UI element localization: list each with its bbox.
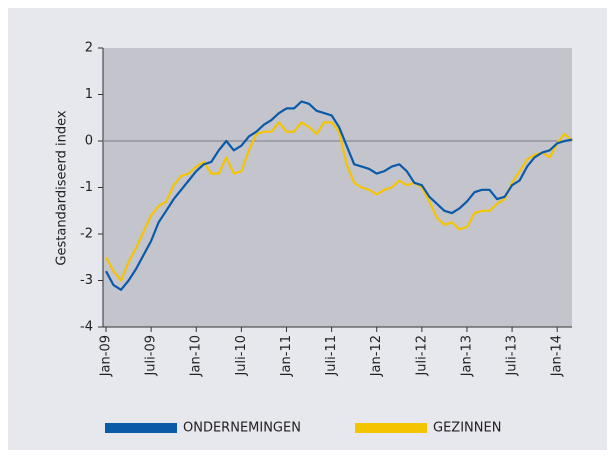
y-tick-label: 1 (85, 87, 93, 102)
x-tick-label: Juli-12 (414, 335, 429, 377)
x-tick-label: Juli-11 (324, 335, 339, 377)
plot-area (103, 48, 572, 327)
x-tick-label: Jan-13 (459, 335, 474, 377)
y-tick-label: -3 (80, 273, 93, 288)
legend-swatch (355, 423, 427, 433)
x-tick-label: Jan-12 (369, 335, 384, 377)
x-tick-label: Juli-13 (505, 335, 520, 377)
x-tick-label: Jan-11 (279, 335, 294, 377)
legend-label: ONDERNEMINGEN (183, 421, 301, 436)
series-line (105, 121, 573, 282)
y-tick-label: -1 (80, 180, 93, 195)
legend-label: GEZINNEN (433, 421, 501, 436)
legend-swatch (105, 423, 177, 433)
y-tick-label: -4 (80, 320, 93, 335)
x-tick-label: Juli-09 (144, 335, 159, 377)
y-tick-label: 0 (85, 134, 93, 149)
series-line (105, 100, 573, 291)
y-tick-label: 2 (85, 41, 93, 56)
x-tick-label: Jan-14 (550, 335, 565, 377)
y-tick-label: -2 (80, 227, 93, 242)
x-tick-label: Jan-09 (99, 335, 114, 377)
x-tick-label: Juli-10 (234, 335, 249, 377)
x-tick-label: Jan-10 (189, 335, 204, 377)
y-axis-label: Gestandardiseerd index (55, 110, 70, 265)
